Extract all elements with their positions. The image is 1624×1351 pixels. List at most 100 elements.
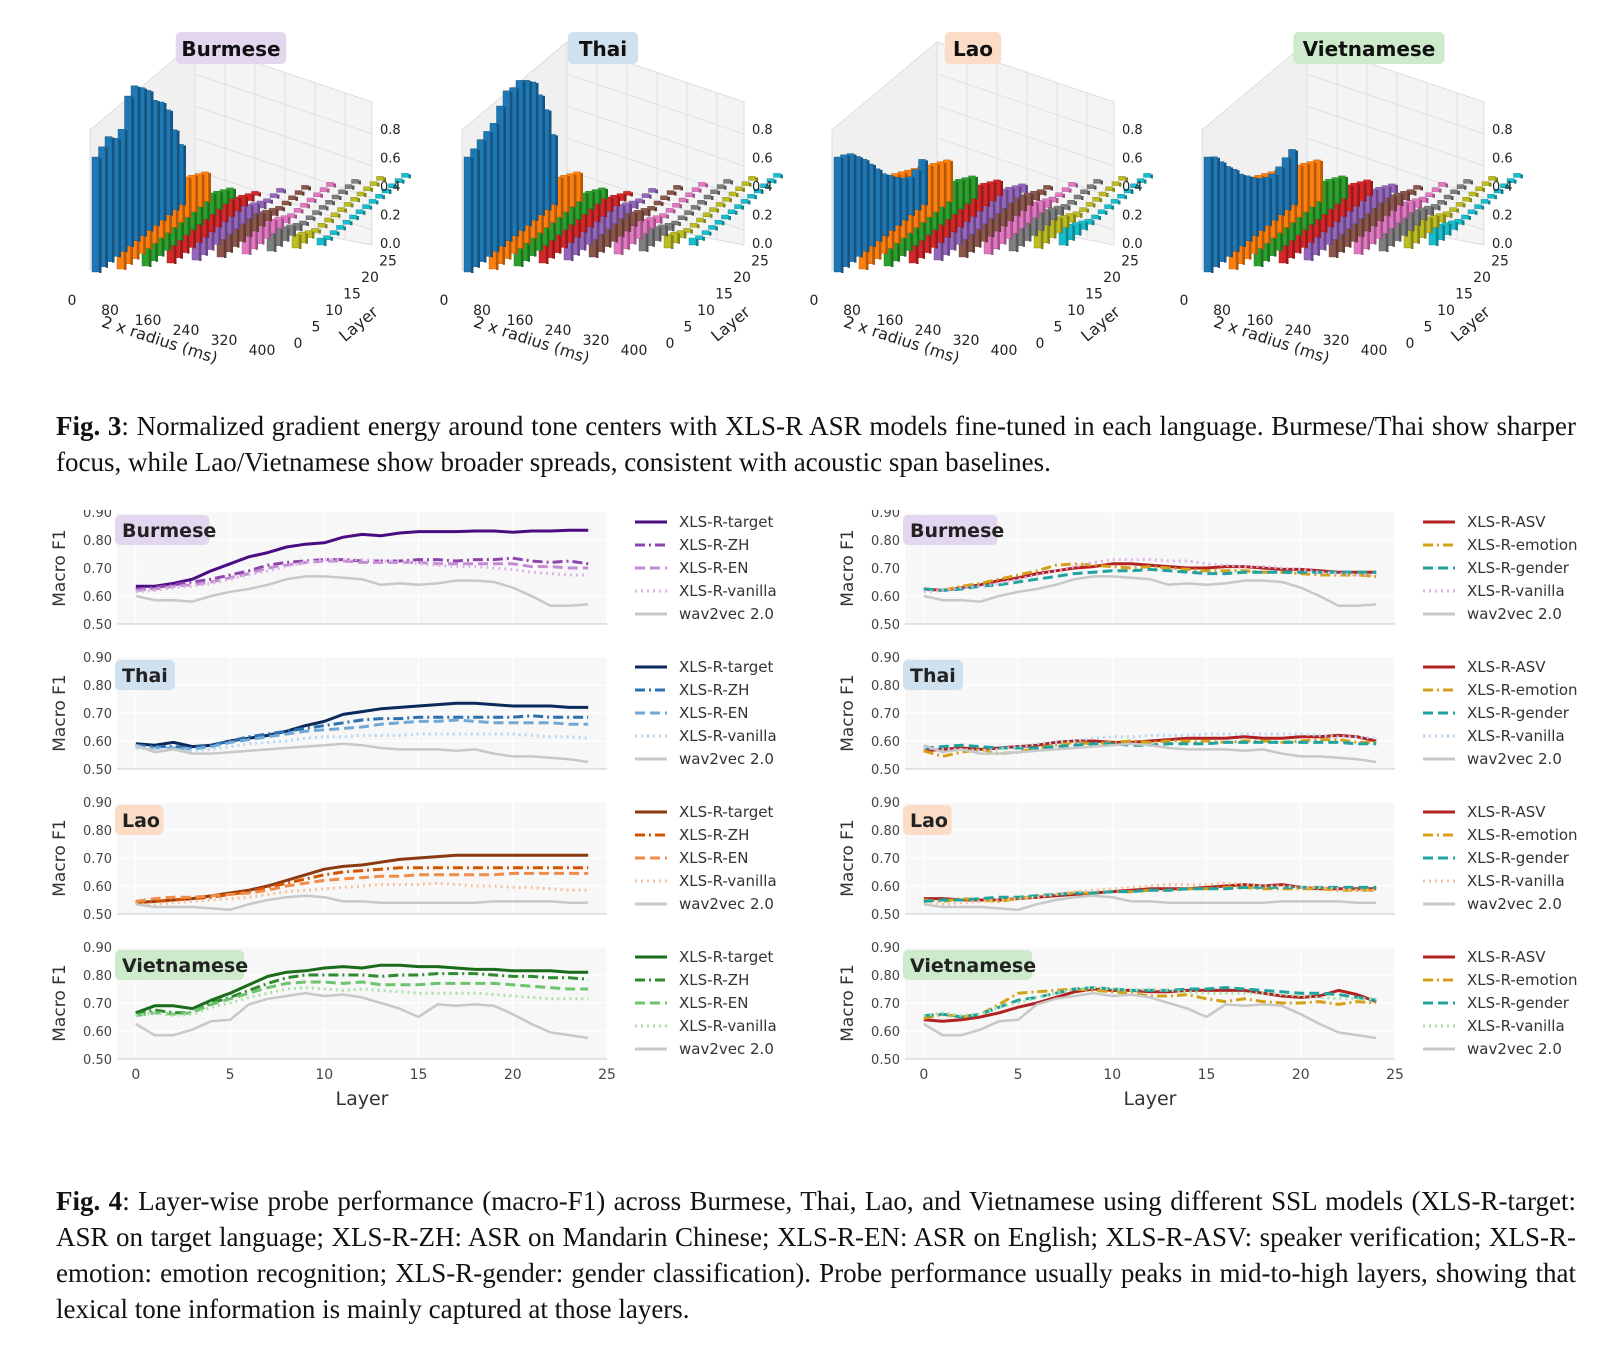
fig3-bar-side bbox=[263, 212, 266, 227]
fig4-y-tick-label: 0.80 bbox=[871, 679, 900, 694]
fig3-bar-side bbox=[1237, 170, 1240, 253]
fig4-title-badge bbox=[903, 805, 952, 835]
fig3-x-tick-label: 400 bbox=[621, 343, 648, 359]
fig3-bar-side bbox=[377, 182, 380, 187]
fig3-bar-side bbox=[1350, 196, 1353, 230]
fig4-legend-label: XLS-R-vanilla bbox=[679, 1017, 777, 1035]
fig3-bar-side bbox=[993, 193, 996, 220]
fig3-bar bbox=[337, 207, 345, 212]
fig3-bar-side bbox=[306, 222, 309, 226]
fig3-bar-side bbox=[628, 214, 631, 232]
fig3-bar bbox=[1080, 189, 1088, 195]
fig3-bar-side bbox=[214, 194, 217, 215]
fig3-bar-side bbox=[655, 189, 658, 194]
fig3-bar-side bbox=[268, 221, 271, 240]
fig3-bar bbox=[722, 196, 730, 202]
fig3-bar-side bbox=[767, 184, 770, 189]
fig4-y-tick-label: 0.50 bbox=[871, 1053, 900, 1068]
fig4-legend-label: XLS-R-ASV bbox=[1467, 948, 1546, 966]
fig3-bar-side bbox=[249, 227, 252, 255]
fig4-series-line-xls-r-vanilla bbox=[135, 881, 589, 906]
fig3-bar-side bbox=[213, 204, 216, 233]
fig3-bar-side bbox=[674, 191, 677, 196]
fig4-legend-label: XLS-R-ZH bbox=[679, 681, 749, 699]
fig3-bar-side bbox=[1420, 186, 1423, 191]
fig3-bar-side bbox=[1301, 166, 1304, 218]
fig3-bar-side bbox=[1339, 178, 1342, 205]
fig3-bar-side bbox=[673, 209, 676, 214]
fig3-z-tick-label: 0.2 bbox=[1122, 209, 1143, 224]
fig3-bar-side bbox=[774, 179, 777, 184]
fig3-bar-side bbox=[1418, 210, 1421, 226]
fig4-y-axis-label: Macro F1 bbox=[838, 964, 858, 1041]
fig3-x-tick-label: 320 bbox=[1323, 333, 1350, 349]
fig4-title-badge bbox=[115, 805, 164, 835]
fig4-series-line-xls-r-gender bbox=[923, 986, 1377, 1019]
fig3-bar-side bbox=[749, 182, 752, 187]
fig4-series-line-xls-r-en bbox=[135, 980, 589, 1018]
fig3-bar bbox=[1468, 191, 1477, 197]
fig3-bar-side bbox=[343, 226, 346, 231]
fig4-y-tick-label: 0.60 bbox=[871, 590, 900, 605]
fig3-bar-side bbox=[735, 210, 738, 215]
fig4-legend-label: XLS-R-EN bbox=[679, 994, 749, 1012]
fig3-bar-side bbox=[157, 101, 160, 227]
fig3-bar-side bbox=[1444, 201, 1447, 206]
fig4-x-tick-label: 0 bbox=[919, 1067, 928, 1083]
fig3-bar-side bbox=[1124, 195, 1127, 200]
fig4-y-tick-label: 0.60 bbox=[83, 880, 112, 895]
fig3-bar-side bbox=[226, 201, 229, 223]
fig3-bar-side bbox=[312, 231, 315, 239]
fig3-bar-side bbox=[1457, 190, 1460, 195]
fig3-bar bbox=[1462, 196, 1470, 202]
fig3-bar-side bbox=[344, 208, 347, 213]
fig3-bar-side bbox=[1388, 197, 1391, 217]
fig3-bar-side bbox=[893, 176, 896, 232]
fig3-bar-side bbox=[1105, 210, 1108, 215]
fig3-bar-side bbox=[1338, 189, 1341, 223]
fig3-bar-side bbox=[584, 215, 587, 251]
fig4-series-line-xls-r-vanilla bbox=[923, 732, 1377, 753]
fig4-panel-task-thai: 0.50 0.60 0.70 0.80 0.90 Macro F1 Thai XLS-R-AS… bbox=[838, 651, 1578, 778]
fig3-bar-side bbox=[1369, 191, 1372, 215]
fig3-bar-side bbox=[1413, 201, 1416, 214]
fig3-bar-side bbox=[363, 210, 366, 215]
fig3-bar bbox=[773, 173, 781, 178]
fig3-bar-side bbox=[686, 199, 689, 203]
fig4-series-line-xls-r-zh bbox=[135, 972, 589, 1016]
fig3-bar-side bbox=[679, 204, 682, 209]
fig3-bar bbox=[685, 192, 693, 198]
fig3-bar bbox=[336, 225, 344, 230]
fig3-bar-side bbox=[1243, 175, 1246, 247]
fig3-bar-side bbox=[975, 176, 978, 200]
fig3-bar bbox=[1450, 189, 1458, 195]
fig3-bar-side bbox=[703, 219, 706, 223]
fig3-bar-side bbox=[1029, 215, 1032, 242]
fig3-bar-side bbox=[324, 239, 327, 246]
fig4-legend-label: XLS-R-ZH bbox=[679, 826, 749, 844]
fig3-bar-side bbox=[1112, 187, 1115, 192]
fig3-bar-side bbox=[1395, 184, 1398, 194]
fig4-y-tick-label: 0.50 bbox=[83, 1053, 112, 1068]
fig3-bar-side bbox=[383, 177, 386, 182]
fig4-y-tick-label: 0.50 bbox=[83, 618, 112, 633]
fig3-y-tick-label: 5 bbox=[1424, 320, 1433, 336]
fig3-bar bbox=[696, 217, 704, 223]
fig3-bar-side bbox=[611, 198, 614, 212]
fig3-x-tick-label: 240 bbox=[545, 323, 572, 339]
fig3-bar-side bbox=[578, 206, 581, 238]
fig3-bar-side bbox=[1399, 215, 1402, 242]
fig3-bar-side bbox=[561, 178, 564, 218]
fig3-bar-side bbox=[728, 216, 731, 220]
fig3-bar-side bbox=[841, 158, 844, 273]
fig3-y-tick-label: 10 bbox=[697, 303, 715, 319]
fig4-title-badge bbox=[903, 950, 1032, 980]
fig4-panel-title: Lao bbox=[910, 810, 948, 832]
fig4-panel-task-vietnamese: 0.50 0.60 0.70 0.80 0.90 Macro F1 Vietnamese XL… bbox=[838, 941, 1578, 1110]
fig3-z-tick-label: 0.0 bbox=[380, 237, 401, 252]
fig4-y-tick-label: 0.50 bbox=[83, 763, 112, 778]
fig3-bar-side bbox=[906, 179, 909, 221]
fig3-bar-side bbox=[1086, 208, 1089, 213]
fig4-legend-label: XLS-R-EN bbox=[679, 704, 749, 722]
fig3-bar-side bbox=[1364, 182, 1367, 202]
